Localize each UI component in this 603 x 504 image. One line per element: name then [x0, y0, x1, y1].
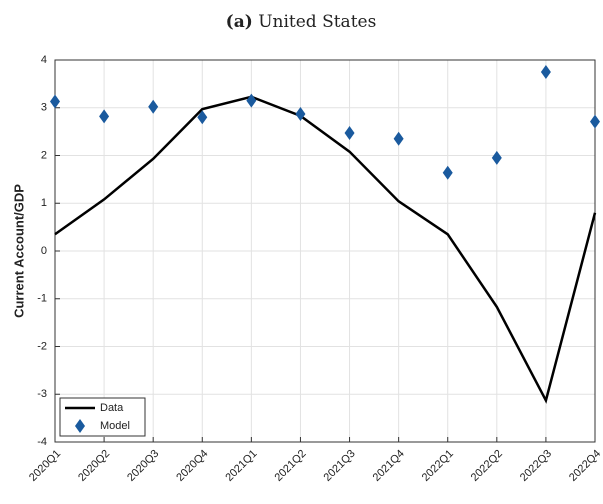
model-point	[99, 109, 110, 124]
title-label: (a)	[226, 12, 253, 32]
model-point	[393, 131, 404, 146]
y-tick-label: 1	[41, 197, 47, 209]
data-line	[54, 95, 597, 404]
model-point	[197, 110, 208, 125]
y-tick-label: -3	[37, 388, 47, 400]
model-point	[442, 165, 453, 180]
y-tick-label: 4	[41, 54, 47, 66]
x-tick-label: 2021Q4	[371, 448, 407, 484]
y-tick-label: 0	[41, 245, 47, 257]
y-tick-label: -1	[37, 293, 47, 305]
y-axis-label: Current Account/GDP	[11, 184, 26, 318]
model-point	[491, 150, 502, 165]
y-tick-label: -2	[37, 340, 47, 352]
title-text: United States	[258, 12, 376, 32]
x-tick-label: 2022Q1	[420, 448, 456, 484]
model-point	[344, 126, 355, 141]
y-tick-label: -4	[37, 436, 47, 448]
x-tick-label: 2022Q4	[567, 448, 603, 484]
x-tick-label: 2021Q1	[223, 448, 259, 484]
x-tick-label: 2020Q2	[76, 448, 112, 484]
y-tick-label: 3	[41, 102, 47, 114]
axes-box	[54, 59, 596, 443]
x-tick-label: 2022Q3	[518, 448, 554, 484]
model-point	[590, 114, 600, 129]
legend-label: Model	[100, 420, 130, 432]
y-tick-label: 2	[41, 149, 47, 161]
model-point	[148, 99, 159, 114]
x-tick-label: 2021Q2	[272, 448, 308, 484]
legend-box	[59, 397, 146, 437]
legend-swatch	[75, 419, 85, 433]
x-tick-label: 2020Q3	[125, 448, 161, 484]
model-point	[295, 106, 306, 121]
x-tick-label: 2022Q2	[469, 448, 505, 484]
model-point	[540, 64, 551, 79]
x-tick-label: 2021Q3	[322, 448, 358, 484]
model-point	[50, 94, 60, 109]
x-tick-label: 2020Q1	[27, 448, 63, 484]
x-tick-label: 2020Q4	[174, 448, 210, 484]
model-point	[246, 93, 257, 108]
legend-label: Data	[100, 402, 124, 414]
chart-title: (a) United States	[226, 12, 377, 32]
